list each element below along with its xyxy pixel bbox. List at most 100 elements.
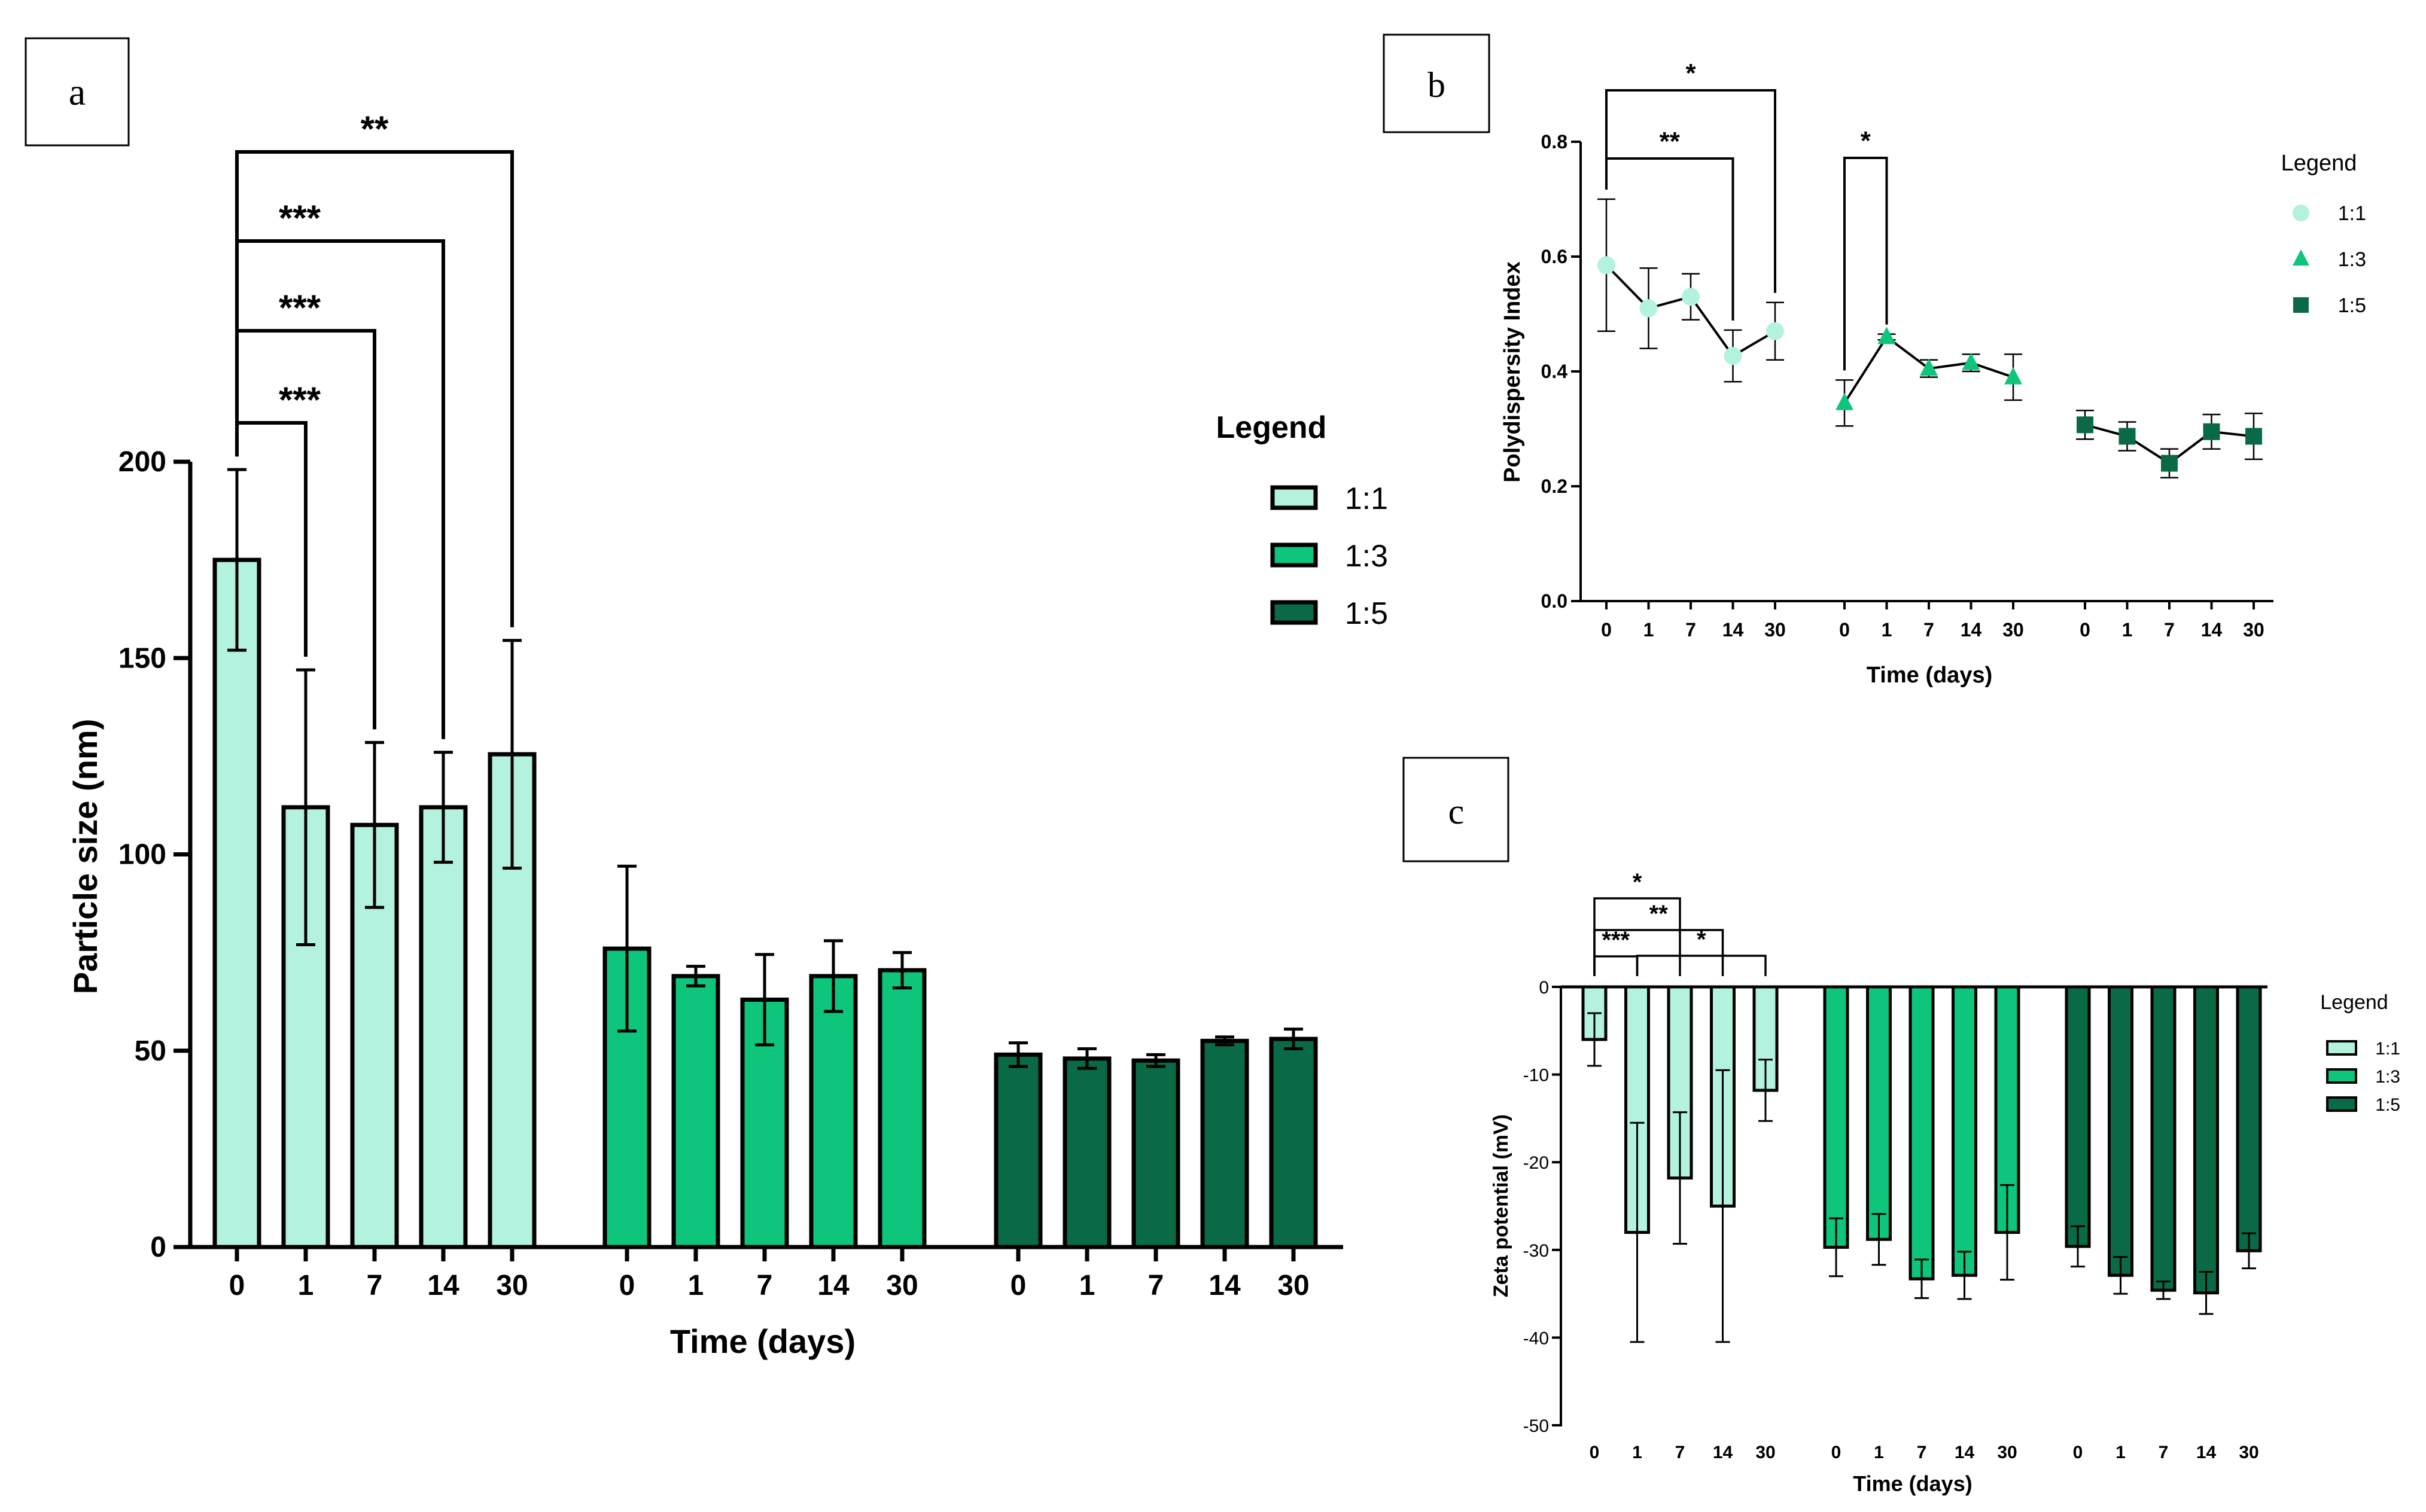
x-tick-label: 14 [1713, 1443, 1733, 1462]
x-tick-label: 0 [619, 1270, 635, 1301]
panel-a: a 0 50 100 150 200 0 1 7 14 30 0 1 7 14 30 0 1 7 14 30 Time (… [25, 37, 1388, 1360]
significance-bracket [235, 239, 445, 739]
panel-label: b [1427, 65, 1445, 105]
data-point [2203, 423, 2220, 440]
panel-label-box [1402, 757, 1509, 862]
y-tick-label: 100 [118, 839, 166, 871]
significance-bracket [1605, 89, 1776, 293]
bar [1952, 985, 1977, 1277]
x-tick-label: 0 [2073, 1443, 2083, 1462]
x-tick-label: 1 [1874, 1443, 1884, 1462]
legend-swatch [2326, 1040, 2357, 1056]
bar [1063, 1056, 1112, 1249]
significance-bracket [1843, 157, 1888, 371]
significance-label: * [1697, 926, 1706, 953]
x-tick-label: 1 [2122, 619, 2133, 641]
legend-entry: 1:3 [2375, 1067, 2400, 1087]
x-tick-label: 1 [1079, 1270, 1095, 1301]
y-tick-label: 150 [118, 642, 166, 674]
significance-bracket [1605, 157, 1734, 321]
legend-entry: 1:1 [2338, 202, 2366, 225]
legend-marker [2293, 205, 2309, 221]
bar [2065, 985, 2091, 1248]
y-axis-title: Particle size (nm) [66, 719, 104, 995]
data-point [1639, 299, 1658, 318]
legend-swatch [1270, 600, 1318, 625]
y-tick-label: -20 [1523, 1153, 1549, 1173]
bar [2108, 985, 2133, 1277]
x-tick-label: 7 [1917, 1443, 1927, 1462]
significance-label: *** [279, 198, 321, 238]
x-tick-label: 30 [1755, 1443, 1775, 1462]
bar [2150, 985, 2177, 1292]
y-axis-title: Polydispersity Index [1500, 261, 1525, 483]
y-axis-title: Zeta potential (mV) [1490, 1114, 1512, 1297]
x-tick-label: 7 [2159, 1443, 2169, 1462]
bar [1908, 985, 1935, 1281]
legend-entry: 1:5 [2375, 1095, 2400, 1115]
x-tick-label: 14 [2196, 1443, 2217, 1462]
bar [1866, 985, 1892, 1241]
x-tick-label: 7 [367, 1270, 383, 1301]
panel-b: b 0.0 0.2 0.4 0.6 0.8 0 1 7 14 30 0 1 7 14 30 0 1 7 14 30 Tim… [1383, 33, 2366, 688]
x-tick-label: 30 [2243, 619, 2264, 641]
legend-entry: 1:3 [2338, 248, 2366, 271]
bar [671, 974, 720, 1249]
legend-marker [2293, 297, 2309, 313]
x-tick-label: 30 [1764, 619, 1786, 641]
x-tick-label: 1 [1632, 1443, 1642, 1462]
legend-title: Legend [2320, 991, 2388, 1014]
x-tick-label: 7 [1675, 1443, 1685, 1462]
x-tick-label: 1 [688, 1270, 704, 1301]
bar [1200, 1038, 1249, 1249]
legend-marker [2293, 249, 2309, 266]
panel-label: a [69, 71, 86, 113]
x-tick-label: 30 [496, 1270, 528, 1301]
legend-swatch [1270, 485, 1318, 510]
significance-label: *** [1602, 927, 1630, 953]
x-tick-label: 14 [1209, 1270, 1241, 1301]
x-axis-title: Time (days) [670, 1322, 856, 1360]
significance-bracket [1593, 897, 1681, 976]
bar [1624, 985, 1650, 1234]
legend-swatch [2326, 1068, 2357, 1084]
x-tick-label: 14 [1961, 619, 1982, 641]
legend-entry: 1:1 [1345, 481, 1388, 516]
significance-label: * [1685, 59, 1696, 88]
data-point [1836, 392, 1853, 410]
panel-c: c 0 -10 -20 -30 -40 -50 0 1 7 14 30 0 1 7 14 30 0 1 7 14 30 Ti… [1402, 757, 2400, 1496]
bar [1131, 1058, 1180, 1249]
significance-label: ** [361, 109, 389, 149]
x-tick-label: 30 [2239, 1443, 2258, 1462]
x-tick-label: 0 [1010, 1270, 1027, 1301]
x-tick-label: 14 [1722, 619, 1744, 641]
bar [2193, 985, 2219, 1295]
data-point [1597, 256, 1615, 275]
significance-label: ** [1660, 127, 1681, 156]
x-tick-label: 30 [1277, 1270, 1309, 1301]
y-tick-label: 0.6 [1541, 246, 1567, 267]
x-tick-label: 7 [757, 1270, 773, 1301]
data-point [1724, 347, 1742, 365]
data-point [2004, 367, 2022, 385]
bar [878, 968, 927, 1249]
bar [2236, 985, 2262, 1252]
x-tick-label: 30 [886, 1270, 918, 1301]
legend-entry: 1:1 [2375, 1039, 2400, 1059]
x-tick-label: 0 [1831, 1443, 1841, 1462]
x-tick-label: 1 [1643, 619, 1654, 641]
x-axis-title: Time (days) [1867, 663, 1992, 688]
x-tick-label: 7 [2164, 619, 2175, 641]
bar [994, 1052, 1043, 1249]
x-tick-label: 7 [1923, 619, 1934, 641]
y-tick-label: 0.0 [1541, 590, 1567, 612]
significance-label: *** [279, 380, 321, 420]
x-tick-label: 0 [229, 1270, 245, 1301]
y-tick-label: -40 [1523, 1328, 1549, 1348]
bar [419, 805, 468, 1249]
x-tick-label: 7 [1685, 619, 1696, 641]
legend-entry: 1:5 [2338, 294, 2366, 317]
data-point [2118, 428, 2136, 445]
y-tick-label: 0 [150, 1231, 166, 1263]
x-tick-label: 30 [1997, 1443, 2017, 1462]
